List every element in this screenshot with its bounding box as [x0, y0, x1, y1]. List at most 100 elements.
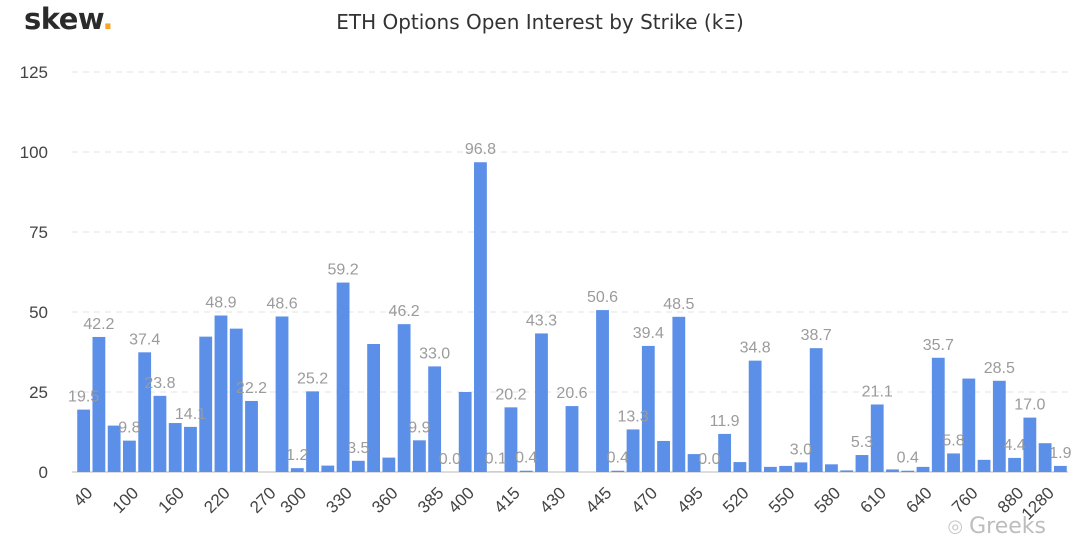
bar: [626, 429, 640, 472]
data-label: 96.8: [465, 141, 496, 158]
bar: [504, 407, 518, 472]
bar: [779, 465, 793, 472]
data-label: 13.3: [617, 408, 648, 425]
x-tick-label: 520: [719, 483, 752, 516]
bar: [611, 470, 625, 472]
bar: [962, 378, 976, 472]
data-label: 14.1: [175, 406, 206, 423]
data-label: 4.4: [1003, 437, 1025, 454]
x-tick-label: 430: [536, 483, 569, 516]
y-tick-label: 0: [39, 463, 48, 482]
x-tick-label: 270: [246, 483, 279, 516]
data-label: 33.0: [419, 345, 450, 362]
x-tick-label: 400: [444, 483, 477, 516]
bar: [367, 344, 381, 472]
y-tick-label: 100: [20, 143, 48, 162]
bar: [168, 423, 182, 472]
data-label: 35.7: [923, 337, 954, 354]
wechat-icon: ◎: [947, 516, 964, 537]
data-label: 48.6: [266, 295, 297, 312]
data-label: 46.2: [389, 303, 420, 320]
data-label: 3.0: [790, 441, 812, 458]
bar: [412, 440, 426, 472]
data-label: 9.8: [118, 420, 140, 437]
x-tick-label: 550: [765, 483, 798, 516]
data-label: 43.3: [526, 312, 557, 329]
bar: [763, 466, 777, 472]
bar: [474, 162, 487, 473]
y-axis: 0 25 50 75 100 125: [20, 63, 48, 482]
data-label: 22.2: [236, 380, 267, 397]
bar: [870, 404, 884, 472]
data-label: 11.9: [710, 413, 740, 430]
bar: [748, 360, 762, 472]
x-tick-label: 220: [200, 483, 233, 516]
bar: [229, 328, 243, 472]
bar: [290, 468, 304, 472]
data-label: 0.0: [698, 451, 720, 468]
x-tick-label: 100: [109, 483, 142, 516]
watermark-text: Greeks: [969, 514, 1046, 539]
data-label: 48.9: [205, 295, 236, 312]
y-tick-label: 25: [29, 383, 48, 402]
bar: [947, 453, 960, 472]
bar: [565, 406, 579, 472]
bar: [641, 345, 655, 472]
data-label: 5.8: [942, 432, 964, 449]
data-label: 21.1: [862, 383, 893, 400]
bar: [275, 316, 289, 472]
bar: [1038, 443, 1052, 472]
data-label: 48.5: [663, 296, 694, 313]
data-label: 9.9: [408, 419, 430, 436]
data-label: 37.4: [129, 331, 160, 348]
bar: [199, 336, 213, 472]
x-tick-label: 495: [673, 483, 706, 516]
data-label: 59.2: [328, 262, 359, 279]
watermark: ◎ Greeks: [947, 514, 1046, 539]
data-label: 20.2: [495, 386, 526, 403]
bar: [718, 433, 732, 472]
bar: [428, 366, 442, 472]
data-label: 17.0: [1014, 397, 1045, 414]
bar: [245, 400, 258, 472]
x-tick-label: 640: [902, 483, 935, 516]
data-label: 0.4: [897, 450, 919, 467]
bar: [153, 395, 167, 472]
bar: [92, 336, 106, 472]
bar: [733, 462, 747, 472]
x-tick-label: 760: [948, 483, 981, 516]
bar: [901, 470, 915, 472]
x-tick-label: 610: [857, 483, 890, 516]
data-label: 0.1: [485, 451, 507, 468]
x-tick-label: 360: [368, 483, 401, 516]
bar: [992, 380, 1006, 472]
data-label: 5.3: [851, 434, 873, 451]
data-label: 20.6: [556, 385, 587, 402]
bars: [77, 162, 1067, 473]
bar: [138, 352, 152, 472]
x-tick-label: 160: [155, 483, 188, 516]
bar: [519, 470, 533, 472]
bar: [794, 462, 808, 472]
bar: [916, 466, 930, 472]
y-tick-label: 50: [29, 303, 48, 322]
logo-dot: .: [102, 2, 113, 36]
bar: [321, 465, 335, 472]
x-tick-label: 415: [490, 483, 523, 516]
bar: [672, 316, 686, 472]
data-label: 1.2: [286, 447, 308, 464]
bar: [1008, 457, 1021, 472]
bar: [77, 409, 91, 472]
skew-logo: skew.: [24, 2, 113, 36]
bar: [596, 310, 609, 472]
data-label: 19.5: [68, 389, 99, 406]
bar: [382, 457, 396, 472]
x-tick-label: 40: [70, 483, 97, 510]
x-tick-label: 385: [414, 483, 447, 516]
bar: [397, 324, 411, 472]
data-label: 0.4: [607, 450, 629, 467]
data-label: 0.4: [515, 450, 537, 467]
bar: [1053, 465, 1067, 472]
